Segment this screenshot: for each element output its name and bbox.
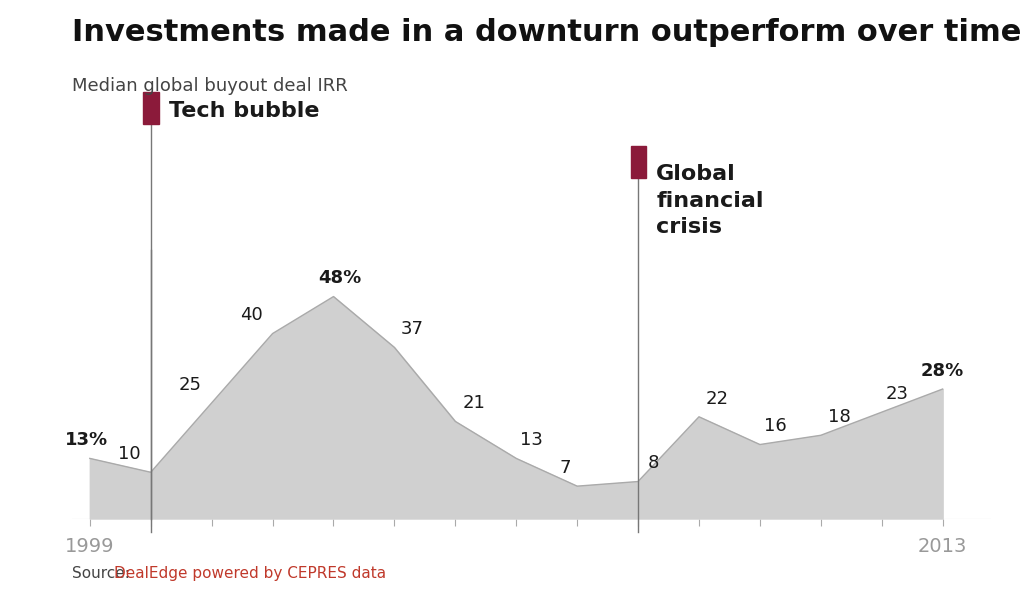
Text: 13: 13 [520, 431, 543, 449]
Text: 1999: 1999 [65, 537, 114, 556]
Text: 21: 21 [462, 394, 485, 412]
Text: 25: 25 [179, 375, 201, 394]
Text: 7: 7 [559, 459, 570, 477]
Text: Investments made in a downturn outperform over time: Investments made in a downturn outperfor… [72, 18, 1021, 47]
Text: 48%: 48% [318, 269, 361, 287]
Text: 13%: 13% [65, 431, 108, 449]
Bar [143, 92, 158, 124]
Text: DealEdge powered by CEPRES data: DealEdge powered by CEPRES data [114, 566, 386, 581]
Text: 8: 8 [648, 454, 659, 472]
Text: Source:: Source: [72, 566, 134, 581]
Text: 23: 23 [885, 385, 909, 403]
Text: Median global buyout deal IRR: Median global buyout deal IRR [72, 77, 347, 95]
Text: 37: 37 [402, 320, 424, 338]
Text: 28%: 28% [921, 362, 964, 380]
Text: 22: 22 [706, 390, 729, 408]
Bar [631, 145, 646, 178]
Text: 10: 10 [119, 445, 141, 463]
Text: Global
financial
crisis: Global financial crisis [656, 164, 763, 237]
Text: 16: 16 [763, 417, 787, 435]
Text: 40: 40 [240, 306, 263, 324]
Text: 2013: 2013 [918, 537, 967, 556]
Text: 18: 18 [828, 408, 850, 426]
Text: Tech bubble: Tech bubble [169, 101, 320, 121]
